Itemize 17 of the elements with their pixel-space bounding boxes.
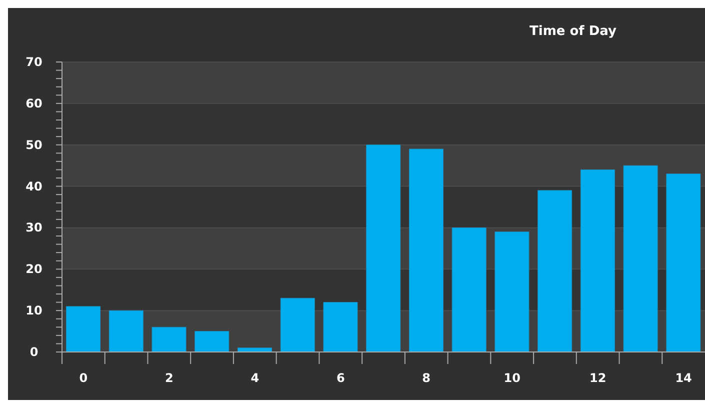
x-tick-label: 2 [164, 371, 174, 385]
x-tick-label: 12 [589, 371, 606, 385]
chart-title: Time of Day [528, 24, 618, 39]
x-tick-label: 10 [504, 371, 520, 385]
y-tick-label: 0 [30, 345, 38, 359]
x-tick-label: 14 [675, 371, 692, 385]
y-tick-label: 10 [26, 304, 42, 318]
y-tick-label: 30 [26, 220, 42, 235]
x-tick-label: 8 [422, 371, 431, 385]
x-tick-label: 6 [336, 371, 345, 385]
x-tick-label: 4 [250, 371, 260, 385]
x-tick-label: 0 [79, 371, 88, 385]
y-tick-label: 70 [26, 55, 42, 69]
y-tick-label: 50 [26, 138, 42, 152]
y-tick-label: 60 [26, 96, 42, 110]
y-tick-label: 20 [26, 262, 42, 276]
y-tick-label: 40 [26, 179, 42, 194]
